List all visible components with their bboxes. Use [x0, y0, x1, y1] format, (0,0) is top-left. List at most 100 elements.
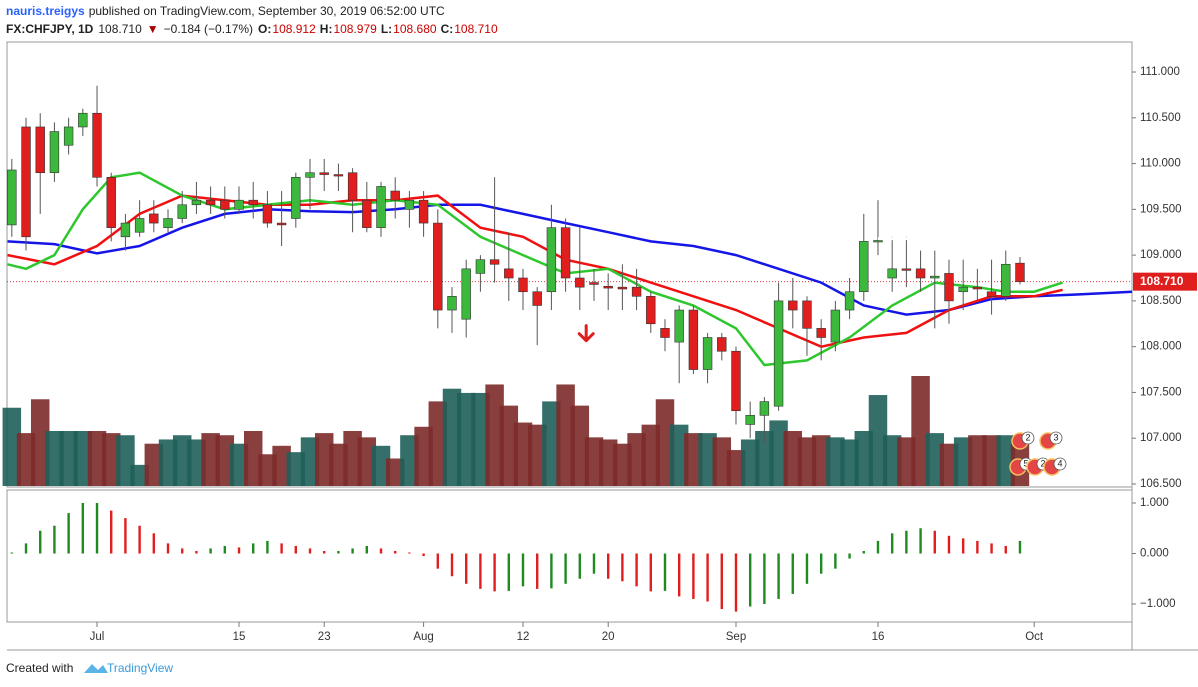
histogram-bar — [379, 548, 383, 554]
published: published on TradingView.com, September … — [89, 4, 445, 18]
volume-bar — [442, 388, 462, 486]
moving-average — [7, 171, 1063, 367]
last-price-label: 108.710 — [1140, 274, 1184, 288]
x-tick-label: Sep — [726, 631, 746, 643]
histogram-bar — [1018, 540, 1022, 554]
candle-body — [1001, 263, 1011, 297]
volume-bar — [343, 431, 362, 486]
volume-bar — [669, 424, 689, 486]
histogram-bar — [663, 553, 667, 591]
histogram-bar — [791, 553, 794, 594]
candle-body — [404, 199, 415, 210]
volume-bar — [868, 395, 888, 486]
histogram-bar — [521, 553, 525, 587]
volume-bar — [300, 437, 320, 486]
candle-body — [475, 259, 486, 274]
candle-body — [958, 286, 968, 293]
candle-body — [63, 126, 74, 146]
y-tick-label: 108.500 — [1140, 295, 1182, 307]
event-badge — [1053, 457, 1067, 471]
candle-body — [717, 337, 727, 352]
volume-bar — [286, 452, 306, 486]
logo-icon[interactable] — [84, 664, 108, 673]
candle-body — [518, 277, 528, 293]
histogram-bar — [976, 540, 979, 554]
volume-bar — [826, 437, 845, 486]
candle-body — [205, 199, 216, 206]
histogram-bar — [961, 538, 965, 554]
x-tick-label: 23 — [318, 631, 331, 643]
author[interactable]: nauris.treigys — [6, 4, 85, 18]
y-tick-label: 108.000 — [1140, 341, 1182, 353]
volume-bar — [2, 407, 22, 486]
histogram-bar — [294, 545, 298, 554]
event-count: 3 — [1053, 432, 1058, 442]
volume-bar — [243, 431, 263, 486]
candle-body — [163, 218, 173, 228]
volume-bar — [329, 443, 348, 486]
candle-body — [674, 309, 684, 343]
c-label: C: — [441, 22, 454, 36]
candle-body — [7, 169, 17, 226]
histogram-bar — [1004, 545, 1007, 554]
histogram-bar — [67, 513, 70, 554]
histogram-bar — [436, 553, 440, 569]
histogram-bar — [138, 525, 141, 554]
volume-bar — [769, 420, 788, 486]
volume-bar — [357, 437, 377, 486]
candle-body — [78, 112, 88, 128]
histogram-bar — [578, 553, 581, 579]
histogram-bar — [890, 533, 894, 554]
level-arrow — [952, 221, 970, 240]
candle-body — [546, 227, 557, 293]
candle-body — [887, 268, 897, 279]
candle-body — [177, 204, 187, 219]
volume-bar — [471, 392, 490, 486]
volume-bar — [968, 435, 987, 486]
footer-brand[interactable]: TradingView — [107, 661, 173, 675]
candle-body — [49, 131, 60, 174]
volume-bar — [385, 458, 405, 486]
candle-body — [844, 291, 855, 311]
change: −0.184 (−0.17%) — [164, 22, 253, 36]
histogram-bar — [24, 543, 28, 554]
y-tick-label: 0.000 — [1140, 548, 1169, 560]
volume-bar — [542, 401, 561, 486]
volume-bar — [740, 439, 760, 486]
x-tick-label: 16 — [872, 631, 885, 643]
histogram-bar — [805, 553, 809, 584]
histogram-bar — [677, 553, 681, 597]
candle-body — [745, 415, 755, 425]
candle-body — [901, 268, 912, 271]
volume-bar — [627, 433, 646, 486]
candle-body — [433, 222, 443, 311]
histogram-bar — [308, 548, 312, 554]
volume-bar — [570, 405, 590, 486]
volume-bar — [726, 450, 746, 486]
candle-body — [930, 275, 940, 279]
candle-body — [972, 286, 983, 290]
histogram-bar — [39, 530, 42, 554]
histogram-bar — [152, 533, 156, 554]
histogram-bar — [649, 553, 652, 592]
y-tick-label: 109.000 — [1140, 249, 1182, 261]
volume-bar — [158, 439, 178, 486]
histogram-bar — [706, 553, 709, 602]
y-tick-label: 107.000 — [1140, 432, 1182, 444]
histogram-bar — [933, 530, 936, 554]
volume-bar — [513, 422, 533, 486]
x-tick-label: 15 — [233, 631, 246, 643]
o-label: O: — [258, 22, 271, 36]
volume-bar — [16, 433, 36, 486]
volume-bar — [882, 435, 902, 486]
volume-bar — [73, 431, 93, 486]
volume-bar — [428, 401, 448, 486]
candle-body — [21, 126, 31, 238]
volume-bar — [684, 433, 703, 486]
candle-body — [702, 337, 713, 370]
histogram-bar — [564, 553, 567, 584]
volume-bar — [854, 431, 874, 486]
histogram-bar — [124, 518, 127, 554]
x-tick-label: Aug — [413, 631, 433, 643]
volume-bar — [456, 392, 476, 486]
